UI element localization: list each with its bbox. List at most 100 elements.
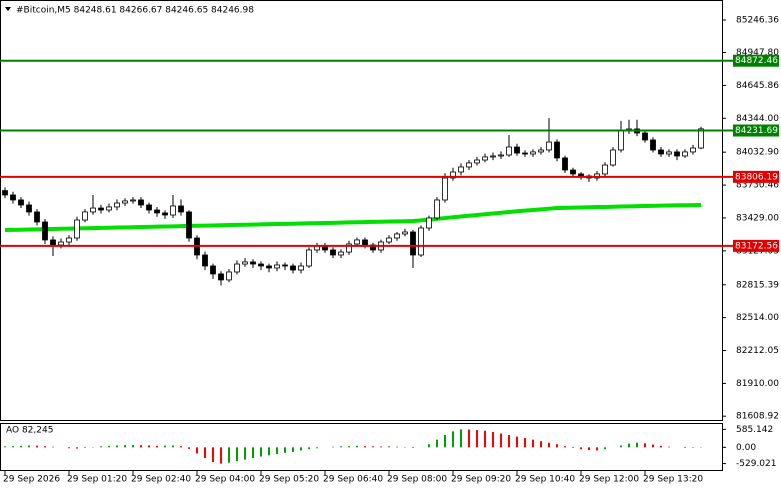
price-level-label: 84231.69: [735, 126, 778, 136]
candle-body: [58, 241, 64, 246]
candle-body: [570, 169, 576, 175]
y-tick-label: 84344.00: [736, 114, 779, 124]
y-tick-label: 82815.39: [736, 280, 779, 290]
candle-body: [490, 155, 496, 158]
candle-body: [346, 243, 352, 253]
x-tick-label: 29 Sep 13:20: [643, 475, 703, 485]
candle-body: [330, 249, 336, 256]
y-tick-label: 83429.00: [736, 213, 779, 223]
candle-body: [338, 251, 344, 256]
candle-body: [514, 146, 520, 154]
chart-title: #Bitcoin,M5 84248.61 84266.67 84246.65 8…: [16, 6, 254, 16]
candle-body: [130, 199, 136, 202]
moving-average: [4, 202, 702, 233]
candle-body: [618, 129, 624, 151]
main-panel: [0, 0, 723, 421]
candle-body: [666, 151, 672, 155]
x-tick-label: 29 Sep 05:20: [259, 475, 319, 485]
candle-body: [610, 149, 616, 166]
x-tick-label: 29 Sep 02:40: [131, 475, 191, 485]
candle-body: [642, 132, 648, 141]
candle-body: [298, 265, 304, 271]
price-level-box: [733, 170, 779, 183]
price-level-label: 83172.56: [735, 241, 778, 251]
candle-body: [242, 261, 248, 265]
candle-body: [186, 211, 192, 239]
candle-body: [682, 151, 688, 157]
candle-body: [410, 231, 416, 256]
candle-body: [386, 237, 392, 243]
y-tick-label: 81910.00: [736, 379, 779, 389]
y-tick-label: 84947.80: [736, 48, 779, 58]
candle-body: [258, 263, 264, 267]
x-tick-label: 29 Sep 08:00: [387, 475, 447, 485]
candle-body: [90, 207, 96, 213]
y-tick-label: 85246.36: [736, 15, 779, 25]
candle-body: [250, 261, 256, 265]
candle-body: [602, 164, 608, 175]
candle-body: [458, 166, 464, 173]
candle-body: [2, 190, 8, 196]
x-tick-label: 29 Sep 04:00: [195, 475, 255, 485]
price-level-box: [733, 124, 779, 137]
candle-body: [50, 239, 56, 246]
candle-body: [18, 199, 24, 206]
candle-body: [290, 265, 296, 271]
candle-body: [162, 212, 168, 216]
y-tick-label: 82514.00: [736, 313, 779, 323]
candle-body: [274, 264, 280, 269]
y-tick-label: 84645.86: [736, 81, 779, 91]
y-tick-label: 82212.05: [736, 346, 779, 356]
candle-body: [66, 237, 72, 243]
ao-title: AO 82,245: [6, 426, 53, 436]
candle-body: [522, 152, 528, 155]
candle-body: [74, 219, 80, 239]
x-tick-label: 29 Sep 10:40: [515, 475, 575, 485]
x-tick-label: 29 Sep 12:00: [579, 475, 639, 485]
candle-body: [538, 149, 544, 153]
candle-body: [218, 273, 224, 281]
candle-body: [122, 200, 128, 204]
candle-body: [506, 146, 512, 156]
candle-body: [362, 239, 368, 246]
candle-body: [154, 209, 160, 214]
candle-body: [690, 147, 696, 153]
price-level-box: [733, 54, 779, 67]
candle-body: [658, 149, 664, 155]
candle-body: [266, 265, 272, 269]
candle-body: [466, 162, 472, 168]
candle-body: [482, 156, 488, 161]
candle-body: [178, 205, 184, 213]
candle-body: [418, 227, 424, 256]
candle-body: [498, 154, 504, 157]
y-tick-label: -529.021: [736, 459, 776, 469]
candle-body: [138, 199, 144, 206]
candle-body: [474, 159, 480, 164]
y-tick-label: 84032.90: [736, 148, 779, 158]
menu-arrow: [5, 7, 11, 11]
candle-body: [402, 231, 408, 235]
candle-body: [26, 204, 32, 213]
x-tick-label: 29 Sep 09:20: [451, 475, 511, 485]
candle-body: [146, 204, 152, 211]
candle-body: [394, 233, 400, 239]
price-level-label: 83806.19: [735, 172, 778, 182]
y-tick-label: 585.142: [736, 425, 773, 435]
y-tick-label: 83730.46: [736, 181, 779, 191]
candle-body: [450, 171, 456, 179]
candle-body: [106, 206, 112, 211]
candle-body: [98, 207, 104, 211]
candle-body: [650, 139, 656, 151]
candle-body: [234, 263, 240, 273]
x-tick-label: 29 Sep 2026: [3, 475, 60, 485]
candle-body: [442, 177, 448, 201]
candle-body: [170, 205, 176, 216]
price-level-label: 84872.46: [735, 56, 778, 66]
y-tick-label: 0.00: [736, 443, 756, 453]
candle-body: [202, 254, 208, 267]
candle-body: [114, 202, 120, 208]
candle-body: [426, 217, 432, 229]
candle-body: [42, 221, 48, 241]
candle-body: [82, 211, 88, 221]
